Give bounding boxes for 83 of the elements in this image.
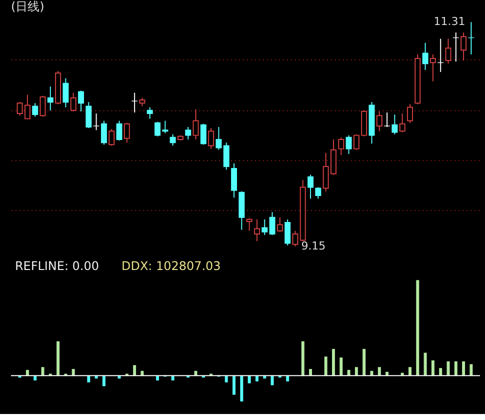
- bar: [286, 376, 290, 382]
- candlestick: [246, 218, 252, 232]
- text: REFLINE: 0.00: [14, 258, 99, 273]
- bar: [34, 376, 37, 380]
- candlestick: [223, 142, 230, 170]
- bar: [408, 367, 412, 376]
- candlestick: [284, 218, 291, 246]
- candlestick: [254, 218, 260, 242]
- candlestick: [132, 92, 138, 113]
- candlestick: [40, 95, 46, 118]
- candlestick: [146, 106, 153, 120]
- candlestick: [399, 113, 406, 133]
- bar: [224, 376, 228, 382]
- bar: [56, 341, 60, 376]
- bar: [324, 356, 328, 376]
- bar: [171, 376, 174, 380]
- candlestick: [32, 102, 38, 118]
- bar: [462, 361, 466, 376]
- bar: [470, 364, 473, 376]
- annotation: 11.31: [434, 15, 466, 28]
- candlestick: [292, 230, 298, 247]
- bar: [340, 358, 343, 376]
- candlestick: [430, 54, 436, 82]
- candlestick: [216, 126, 222, 150]
- bar: [454, 361, 458, 376]
- candlestick: [124, 122, 130, 144]
- candlestick: [384, 112, 390, 128]
- bar: [439, 368, 442, 376]
- candlestick: [468, 22, 474, 55]
- candlestick: [78, 90, 84, 112]
- candlestick: [170, 134, 176, 146]
- candlestick: [308, 174, 314, 200]
- candlestick: [192, 108, 199, 140]
- candlestick: [445, 38, 452, 64]
- bar: [255, 376, 258, 382]
- bar: [301, 341, 304, 376]
- bar: [270, 376, 274, 386]
- candlestick: [108, 128, 115, 146]
- bar: [248, 376, 251, 384]
- text: DDX: 102807.03: [122, 258, 221, 273]
- candlestick: [269, 212, 276, 236]
- candlestick: [100, 120, 107, 146]
- annotation: 9.15: [301, 239, 326, 252]
- candlestick: [452, 32, 459, 62]
- bar: [416, 280, 420, 376]
- candlestick: [86, 102, 92, 129]
- bar: [156, 376, 160, 380]
- candlestick: [438, 38, 444, 72]
- candlestick: [116, 120, 122, 142]
- candlestick: [338, 136, 344, 156]
- candlestick: [346, 134, 352, 155]
- bar: [133, 365, 136, 376]
- bar: [102, 376, 106, 386]
- candlestick: [62, 78, 69, 108]
- candlestick: [460, 32, 467, 62]
- bar: [431, 360, 434, 376]
- bar: [72, 368, 75, 376]
- candlestick: [208, 128, 214, 150]
- candlestick: [70, 92, 76, 112]
- candlestick: [93, 113, 100, 131]
- bar: [424, 352, 427, 376]
- bar: [240, 376, 244, 402]
- candlestick: [185, 126, 192, 140]
- candlestick: [262, 218, 268, 236]
- bar: [41, 367, 44, 376]
- candlestick: [315, 186, 322, 200]
- candlestick: [392, 114, 398, 135]
- chart-title: (日线): [10, 0, 44, 14]
- candlestick: [231, 162, 238, 198]
- bar: [332, 348, 335, 376]
- bar: [309, 368, 312, 376]
- bar: [378, 367, 381, 376]
- candlestick: [200, 123, 206, 146]
- candlestick: [422, 42, 428, 70]
- candlestick: [406, 104, 413, 124]
- bar: [446, 361, 450, 376]
- bar: [362, 348, 366, 376]
- candlestick: [47, 86, 54, 111]
- candlestick: [376, 110, 382, 132]
- bar: [232, 376, 236, 395]
- bar: [354, 367, 358, 376]
- bar: [87, 376, 90, 382]
- candlestick: [276, 216, 283, 232]
